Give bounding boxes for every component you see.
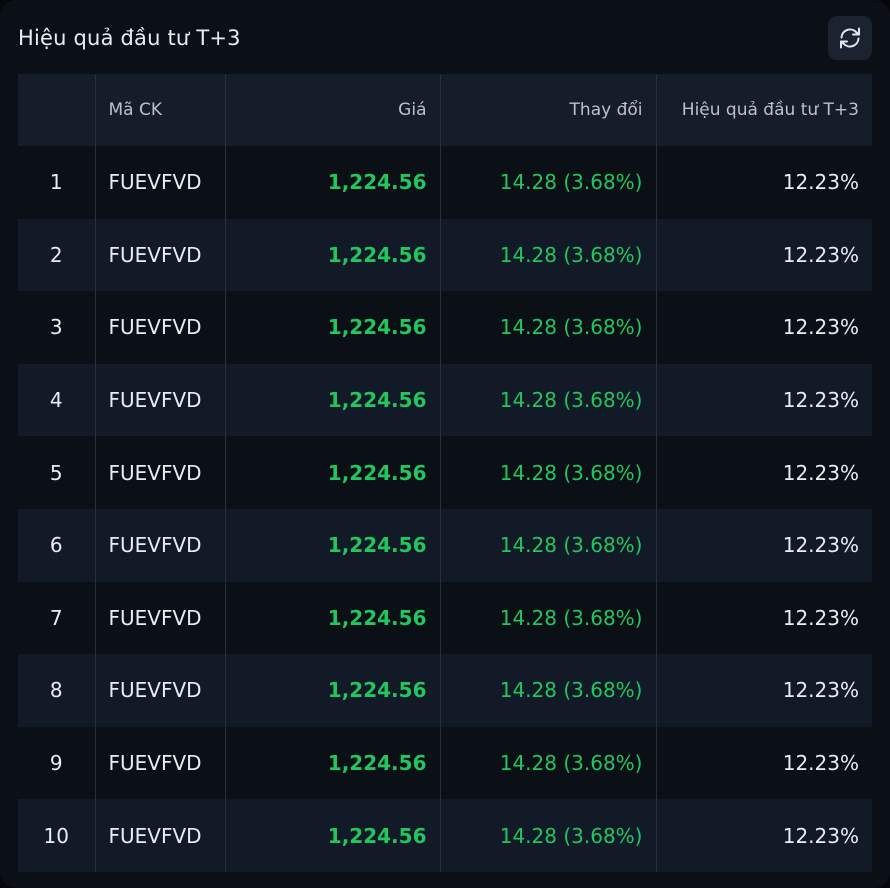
row-index: 1 bbox=[49, 170, 63, 195]
row-performance: 12.23% bbox=[655, 581, 872, 655]
row-change: 14.28 (3.68%) bbox=[439, 291, 656, 364]
row-index: 6 bbox=[18, 508, 95, 582]
row-change: 14.28 (3.68%) bbox=[439, 436, 656, 509]
page-title: Hiệu quả đầu tư T+3 bbox=[18, 26, 241, 50]
refresh-icon bbox=[838, 26, 862, 50]
row-symbol[interactable]: FUEVFVD bbox=[94, 581, 225, 655]
column-header-change: Thay đổi bbox=[439, 74, 656, 146]
row-symbol[interactable]: FUEVFVD bbox=[94, 726, 225, 800]
row-symbol[interactable]: FUEVFVD bbox=[94, 218, 225, 292]
row-change: 14.28 (3.68%) bbox=[439, 363, 656, 437]
refresh-button[interactable] bbox=[828, 16, 872, 60]
row-price: 1,224.56 bbox=[224, 799, 440, 872]
row-index: 10 bbox=[18, 799, 95, 872]
row-performance: 12.23% bbox=[655, 654, 872, 727]
row-change: 14.28 (3.68%) bbox=[439, 799, 656, 872]
row-price: 1,224.56 bbox=[224, 218, 440, 292]
row-index: 8 bbox=[18, 654, 95, 727]
table-row[interactable]: 3 FUEVFVD 1,224.56 14.28 (3.68%) 12.23% bbox=[18, 291, 872, 364]
row-index: 9 bbox=[49, 751, 63, 776]
row-performance: 12.23% bbox=[655, 363, 872, 437]
column-header-symbol: Mã CK bbox=[94, 74, 225, 146]
table-row[interactable]: 4 FUEVFVD 1,224.56 14.28 (3.68%) 12.23% bbox=[18, 363, 872, 437]
row-symbol[interactable]: FUEVFVD bbox=[94, 508, 225, 582]
row-change: 14.28 (3.68%) bbox=[439, 581, 656, 655]
row-change: 14.28 (3.68%) bbox=[439, 654, 656, 727]
row-symbol[interactable]: FUEVFVD bbox=[94, 363, 225, 437]
row-price: 1,224.56 bbox=[224, 146, 440, 219]
row-symbol[interactable]: FUEVFVD bbox=[94, 146, 225, 219]
table-row[interactable]: 7 FUEVFVD 1,224.56 14.28 (3.68%) 12.23% bbox=[18, 581, 872, 655]
table-row[interactable]: 9 FUEVFVD 1,224.56 14.28 (3.68%) 12.23% bbox=[18, 726, 872, 800]
column-header-price: Giá bbox=[224, 74, 440, 146]
row-index: 5 bbox=[49, 460, 63, 485]
performance-table: Mã CK Giá Thay đổi Hiệu quả đầu tư T+3 1… bbox=[18, 74, 872, 872]
row-symbol[interactable]: FUEVFVD bbox=[94, 436, 225, 509]
table-row[interactable]: 10 FUEVFVD 1,224.56 14.28 (3.68%) 12.23% bbox=[18, 799, 872, 872]
row-price: 1,224.56 bbox=[224, 654, 440, 727]
row-change: 14.28 (3.68%) bbox=[439, 726, 656, 800]
row-price: 1,224.56 bbox=[224, 436, 440, 509]
row-price: 1,224.56 bbox=[224, 508, 440, 582]
table-row[interactable]: 1 FUEVFVD 1,224.56 14.28 (3.68%) 12.23% bbox=[18, 146, 872, 219]
row-index: 3 bbox=[49, 315, 63, 340]
panel-header: Hiệu quả đầu tư T+3 bbox=[0, 0, 890, 74]
row-index: 7 bbox=[49, 605, 63, 630]
row-change: 14.28 (3.68%) bbox=[439, 146, 656, 219]
table-row[interactable]: 8 FUEVFVD 1,224.56 14.28 (3.68%) 12.23% bbox=[18, 654, 872, 727]
row-performance: 12.23% bbox=[655, 436, 872, 509]
row-index: 2 bbox=[18, 218, 95, 292]
table-body: 1 FUEVFVD 1,224.56 14.28 (3.68%) 12.23% … bbox=[18, 146, 872, 872]
row-performance: 12.23% bbox=[655, 508, 872, 582]
row-change: 14.28 (3.68%) bbox=[439, 508, 656, 582]
row-symbol[interactable]: FUEVFVD bbox=[94, 291, 225, 364]
row-price: 1,224.56 bbox=[224, 363, 440, 437]
table-header-row: Mã CK Giá Thay đổi Hiệu quả đầu tư T+3 bbox=[18, 74, 872, 146]
row-symbol[interactable]: FUEVFVD bbox=[94, 799, 225, 872]
row-price: 1,224.56 bbox=[224, 581, 440, 655]
table-row[interactable]: 6 FUEVFVD 1,224.56 14.28 (3.68%) 12.23% bbox=[18, 508, 872, 582]
row-performance: 12.23% bbox=[655, 218, 872, 292]
row-price: 1,224.56 bbox=[224, 291, 440, 364]
row-performance: 12.23% bbox=[655, 799, 872, 872]
table-row[interactable]: 5 FUEVFVD 1,224.56 14.28 (3.68%) 12.23% bbox=[18, 436, 872, 509]
table-row[interactable]: 2 FUEVFVD 1,224.56 14.28 (3.68%) 12.23% bbox=[18, 218, 872, 292]
row-performance: 12.23% bbox=[655, 726, 872, 800]
row-symbol[interactable]: FUEVFVD bbox=[94, 654, 225, 727]
column-header-index bbox=[18, 74, 95, 146]
row-change: 14.28 (3.68%) bbox=[439, 218, 656, 292]
row-index: 4 bbox=[18, 363, 95, 437]
row-performance: 12.23% bbox=[655, 291, 872, 364]
table-header: Mã CK Giá Thay đổi Hiệu quả đầu tư T+3 bbox=[18, 74, 872, 146]
row-price: 1,224.56 bbox=[224, 726, 440, 800]
column-header-performance: Hiệu quả đầu tư T+3 bbox=[655, 74, 872, 146]
row-performance: 12.23% bbox=[655, 146, 872, 219]
